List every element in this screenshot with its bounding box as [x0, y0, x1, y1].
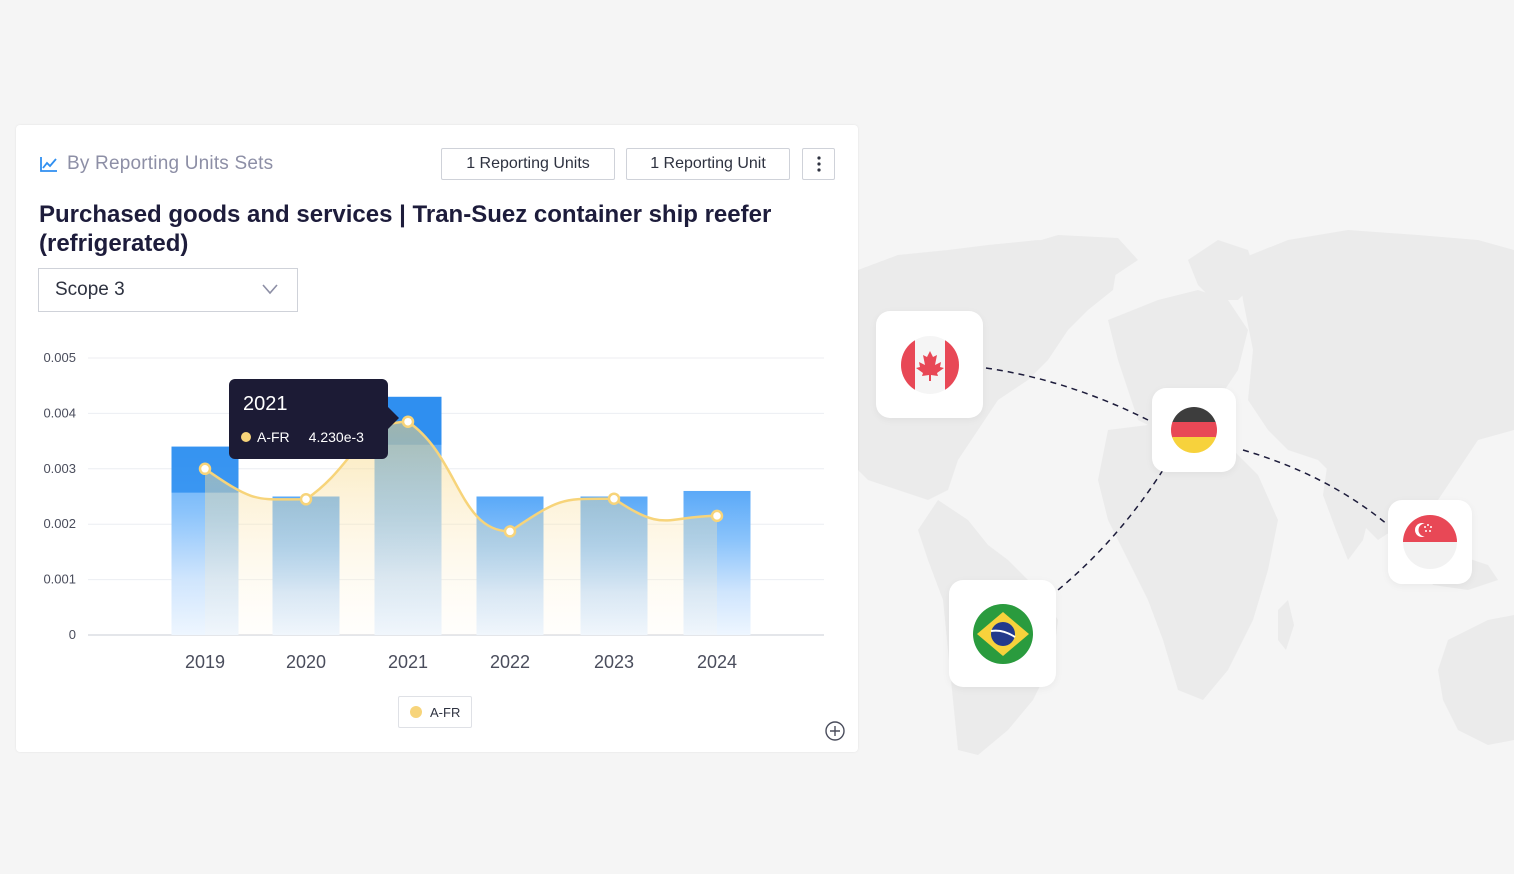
tooltip-series-dot	[241, 432, 251, 442]
y-tick-label: 0	[69, 627, 76, 642]
brazil-flag-card	[949, 580, 1056, 687]
world-map	[858, 230, 1514, 755]
point-a-fr-2021[interactable]	[401, 415, 415, 428]
series-area-a-fr	[205, 421, 717, 635]
germany-flag-card	[1152, 388, 1236, 472]
point-a-fr-2022[interactable]	[503, 525, 517, 538]
zoom-in-icon[interactable]	[824, 720, 846, 742]
canada-flag-card	[876, 311, 983, 418]
germany-flag-icon	[1171, 407, 1217, 453]
tooltip-series-name: A-FR	[257, 429, 290, 445]
emissions-chart-card: By Reporting Units Sets 1 Reporting Unit…	[16, 125, 858, 752]
tooltip-row: A-FR 4.230e-3	[241, 429, 364, 445]
canada-flag-icon	[900, 335, 959, 394]
more-options-button[interactable]	[802, 148, 835, 180]
header-label: By Reporting Units Sets	[67, 153, 274, 174]
chart-title: Purchased goods and services | Tran-Suez…	[39, 201, 772, 257]
reporting-unit-button[interactable]: 1 Reporting Unit	[626, 148, 790, 180]
legend-label: A-FR	[430, 704, 461, 720]
tooltip-value: 4.230e-3	[308, 429, 364, 445]
y-tick-label: 0.004	[43, 405, 76, 420]
y-tick-label: 0.002	[43, 516, 76, 531]
y-tick-label: 0.003	[43, 461, 76, 476]
more-vertical-icon	[816, 156, 821, 172]
singapore-flag-card	[1388, 500, 1472, 584]
x-tick-label: 2021	[388, 652, 428, 672]
x-tick-label: 2022	[490, 652, 530, 672]
legend-dot	[410, 706, 422, 718]
legend-item-a-fr[interactable]: A-FR	[398, 696, 473, 728]
brazil-flag-icon	[972, 603, 1033, 664]
point-a-fr-2019[interactable]	[198, 462, 212, 476]
chevron-down-icon	[262, 284, 278, 295]
x-tick-label: 2024	[697, 652, 737, 672]
x-tick-label: 2019	[185, 652, 225, 672]
scope-select-value: Scope 3	[55, 279, 125, 300]
reporting-units-button[interactable]: 1 Reporting Units	[441, 148, 615, 180]
scope-select[interactable]: Scope 3	[38, 268, 298, 312]
chart-tooltip: 2021 A-FR 4.230e-3	[229, 379, 399, 459]
line-chart-icon	[40, 157, 57, 172]
singapore-flag-icon	[1403, 515, 1457, 569]
y-tick-label: 0.001	[43, 572, 76, 587]
tooltip-year: 2021	[243, 393, 288, 415]
point-a-fr-2023[interactable]	[607, 492, 621, 505]
tooltip-arrow	[388, 407, 399, 429]
y-tick-label: 0.005	[43, 350, 76, 365]
x-tick-label: 2020	[286, 652, 326, 672]
point-a-fr-2020[interactable]	[299, 493, 313, 506]
x-tick-label: 2023	[594, 652, 634, 672]
point-a-fr-2024[interactable]	[710, 509, 724, 523]
card-header: By Reporting Units Sets	[39, 153, 273, 175]
